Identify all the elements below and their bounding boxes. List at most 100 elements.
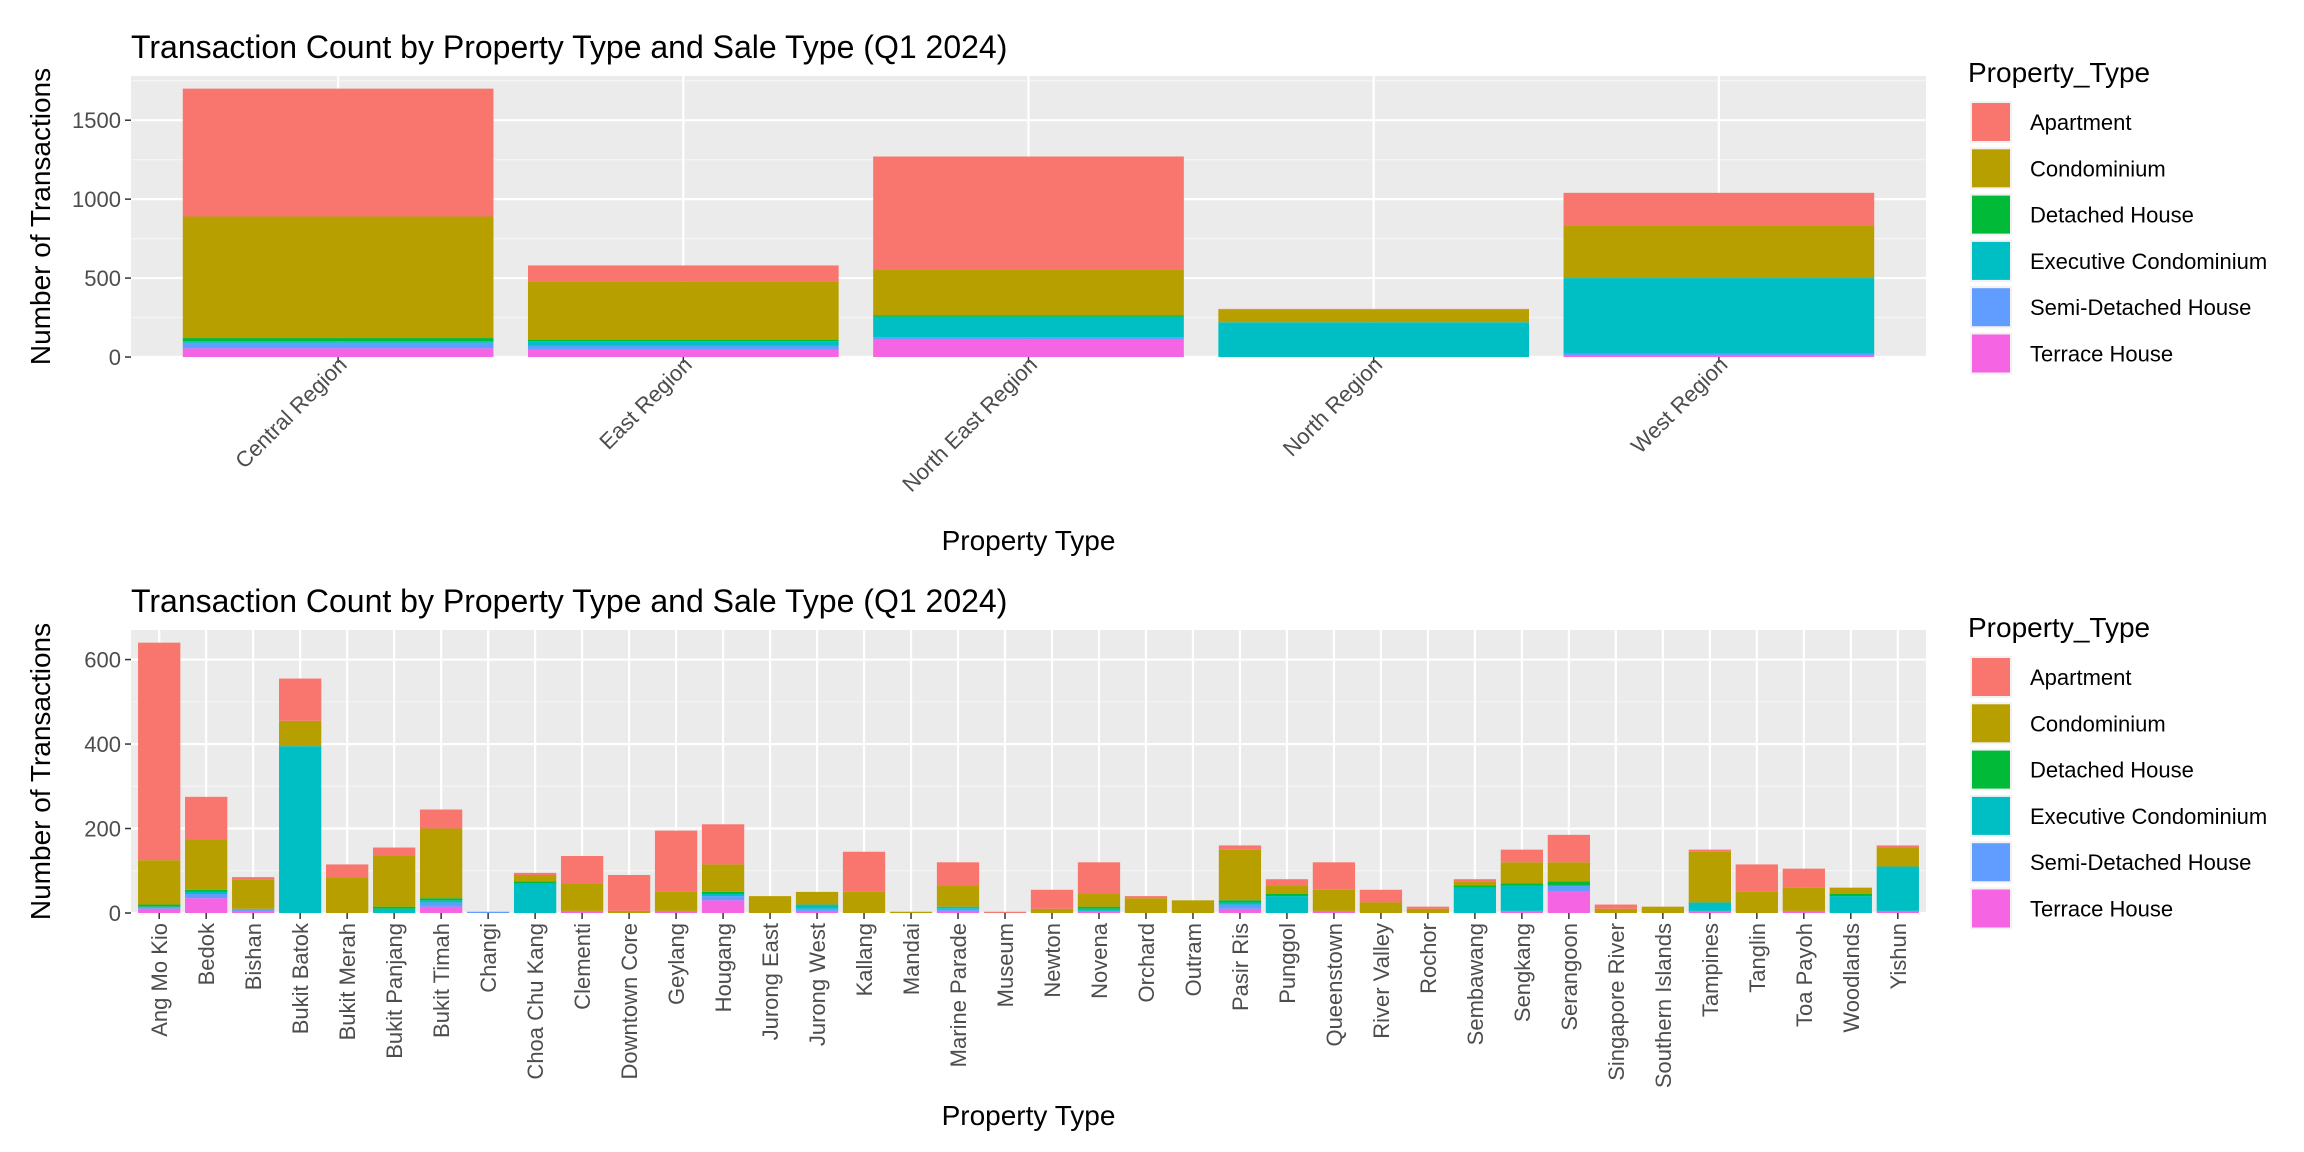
legend-item-detached-house: Detached House xyxy=(1970,748,2194,791)
bar-apartment-bukit-timah xyxy=(419,809,463,829)
bar-executive-condominium-east-region xyxy=(527,341,839,346)
legend-item-terrace-house: Terrace House xyxy=(1970,887,2173,930)
bar-semi-detached-house-central-region xyxy=(182,342,494,349)
bar-executive-condominium-sengkang xyxy=(1500,885,1544,911)
chart-title: Transaction Count by Property Type and S… xyxy=(131,583,1007,619)
x-tick-label: Geylang xyxy=(664,923,689,1005)
bar-terrace-house-queenstown xyxy=(1312,910,1356,913)
x-tick-label: Bedok xyxy=(194,922,219,985)
legend-label: Semi-Detached House xyxy=(2030,295,2251,320)
bar-apartment-sengkang xyxy=(1500,849,1544,863)
bar-apartment-orchard xyxy=(1124,896,1168,899)
legend-label: Condominium xyxy=(2030,156,2166,181)
bar-detached-house-pasir-ris xyxy=(1218,900,1262,903)
x-tick-label: Jurong West xyxy=(805,923,830,1046)
bar-executive-condominium-pasir-ris xyxy=(1218,902,1262,905)
legend-item-condominium: Condominium xyxy=(1970,147,2166,190)
legend-key-swatch xyxy=(1972,843,2010,882)
bar-terrace-house-north-east-region xyxy=(873,339,1184,357)
y-tick-label: 400 xyxy=(84,732,121,757)
x-tick-label: Punggol xyxy=(1275,923,1300,1004)
bar-condominium-orchard xyxy=(1124,898,1168,913)
bar-apartment-pasir-ris xyxy=(1218,845,1262,850)
bar-condominium-woodlands xyxy=(1829,887,1872,894)
bar-terrace-house-jurong-west xyxy=(795,910,839,913)
bar-terrace-house-serangoon xyxy=(1547,891,1591,913)
bar-condominium-geylang xyxy=(654,891,698,911)
bar-semi-detached-house-east-region xyxy=(527,345,839,350)
x-tick-label: Mandai xyxy=(899,923,924,995)
x-tick-label: Bukit Timah xyxy=(429,923,454,1038)
bar-detached-house-punggol xyxy=(1265,893,1309,897)
bar-condominium-downtown-core xyxy=(607,910,651,913)
bar-detached-house-woodlands xyxy=(1829,893,1872,897)
legend-key-swatch xyxy=(1972,658,2010,696)
legend-key-swatch xyxy=(1972,889,2010,928)
bar-semi-detached-house-north-east-region xyxy=(873,337,1184,340)
bar-apartment-bukit-batok xyxy=(279,678,322,721)
x-tick-label: Downtown Core xyxy=(617,923,642,1080)
legend-key-swatch xyxy=(1972,796,2010,835)
legend-item-semi-detached-house: Semi-Detached House xyxy=(1970,286,2251,329)
x-tick-label: Toa Payoh xyxy=(1792,923,1817,1027)
bar-condominium-outram xyxy=(1171,900,1215,913)
bar-apartment-rochor xyxy=(1406,906,1450,909)
x-tick-label: Newton xyxy=(1040,923,1065,998)
legend-key-swatch xyxy=(1972,103,2010,141)
bar-condominium-novena xyxy=(1077,893,1121,907)
legend-key-swatch xyxy=(1972,750,2010,789)
bar-apartment-river-valley xyxy=(1359,889,1403,903)
legend: Property_Type Apartment Condominium Detache… xyxy=(1968,57,2267,375)
bar-semi-detached-house-bedok xyxy=(185,893,228,899)
bar-detached-house-ang-mo-kio xyxy=(138,904,181,907)
bar-condominium-newton xyxy=(1030,908,1074,913)
bar-apartment-bedok xyxy=(185,796,228,840)
bar-terrace-house-central-region xyxy=(182,348,494,357)
bar-terrace-house-east-region xyxy=(527,349,839,357)
bar-condominium-bukit-merah xyxy=(326,877,369,913)
bar-apartment-north-region xyxy=(1218,308,1530,310)
bar-apartment-newton xyxy=(1030,889,1074,909)
bar-condominium-punggol xyxy=(1265,885,1309,894)
legend-key-swatch xyxy=(1972,704,2010,743)
x-axis-title: Property Type xyxy=(942,525,1116,556)
bar-apartment-hougang xyxy=(701,824,745,865)
x-tick-label: Novena xyxy=(1087,922,1112,999)
chart-title: Transaction Count by Property Type and S… xyxy=(131,29,1007,65)
legend-title: Property_Type xyxy=(1968,612,2150,643)
y-axis-title: Number of Transactions xyxy=(25,68,56,365)
legend-item-executive-condominium: Executive Condominium xyxy=(1970,239,2267,282)
y-tick-label: 1000 xyxy=(72,187,121,212)
legend-key-swatch xyxy=(1972,334,2010,373)
bar-apartment-clementi xyxy=(560,855,604,884)
bar-condominium-sembawang xyxy=(1453,881,1497,886)
x-tick-label: Pasir Ris xyxy=(1228,923,1253,1011)
y-tick-label: 200 xyxy=(84,817,121,842)
bar-condominium-bukit-batok xyxy=(279,720,322,747)
bar-detached-house-serangoon xyxy=(1547,881,1591,886)
bar-condominium-west-region xyxy=(1563,225,1875,279)
x-tick-label: Jurong East xyxy=(758,923,783,1040)
y-axis-title: Number of Transactions xyxy=(25,623,56,920)
bar-condominium-bukit-panjang xyxy=(372,855,416,907)
bar-executive-condominium-woodlands xyxy=(1829,896,1872,913)
bar-terrace-house-clementi xyxy=(560,910,604,913)
legend-label: Detached House xyxy=(2030,758,2194,783)
bar-detached-house-bedok xyxy=(185,889,228,892)
legend-item-detached-house: Detached House xyxy=(1970,193,2194,236)
bar-apartment-marine-parade xyxy=(936,862,980,886)
legend-key-swatch xyxy=(1972,288,2010,327)
legend-item-executive-condominium: Executive Condominium xyxy=(1970,794,2267,837)
y-tick-label: 1500 xyxy=(72,108,121,133)
x-tick-label: Marine Parade xyxy=(946,923,971,1067)
bar-detached-house-choa-chu-kang xyxy=(513,881,557,884)
legend-label: Apartment xyxy=(2030,110,2132,135)
bar-detached-house-bukit-timah xyxy=(419,898,463,901)
bar-apartment-geylang xyxy=(654,830,698,892)
legend-label: Condominium xyxy=(2030,711,2166,736)
bar-detached-house-north-east-region xyxy=(873,315,1184,317)
legend-label: Semi-Detached House xyxy=(2030,850,2251,875)
bar-condominium-sengkang xyxy=(1500,862,1544,884)
x-tick-label: Bishan xyxy=(241,923,266,990)
bar-condominium-mandai xyxy=(889,911,933,913)
